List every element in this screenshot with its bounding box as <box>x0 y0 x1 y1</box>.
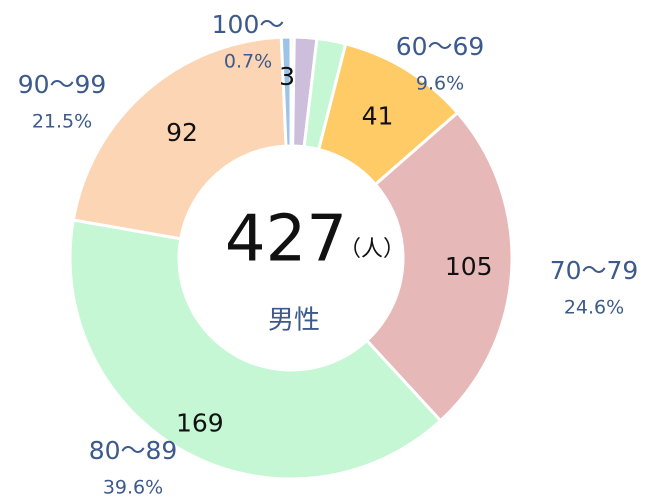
value-label: 105 <box>445 252 493 281</box>
percent-label: 24.6% <box>564 297 624 319</box>
donut-segment <box>68 218 443 481</box>
category-label: 90～99 <box>18 70 107 99</box>
center-label: 男性 <box>268 306 320 336</box>
category-label: 70～79 <box>550 256 639 285</box>
category-label: 60～69 <box>396 32 485 61</box>
center-unit: （人） <box>339 237 405 262</box>
category-label: 80～89 <box>89 436 178 465</box>
value-label: 3 <box>279 62 295 91</box>
value-label: 92 <box>166 118 198 147</box>
value-label: 41 <box>362 101 394 130</box>
donut-segment <box>364 110 514 423</box>
center-value: 427 <box>225 203 347 277</box>
donut-segment <box>279 35 293 148</box>
percent-label: 39.6% <box>103 477 163 497</box>
value-label: 169 <box>176 409 224 438</box>
percent-label: 0.7% <box>224 51 272 73</box>
percent-label: 21.5% <box>32 111 92 133</box>
donut-segment <box>71 35 288 241</box>
category-label: 100～ <box>212 10 285 39</box>
percent-label: 9.6% <box>416 73 464 95</box>
